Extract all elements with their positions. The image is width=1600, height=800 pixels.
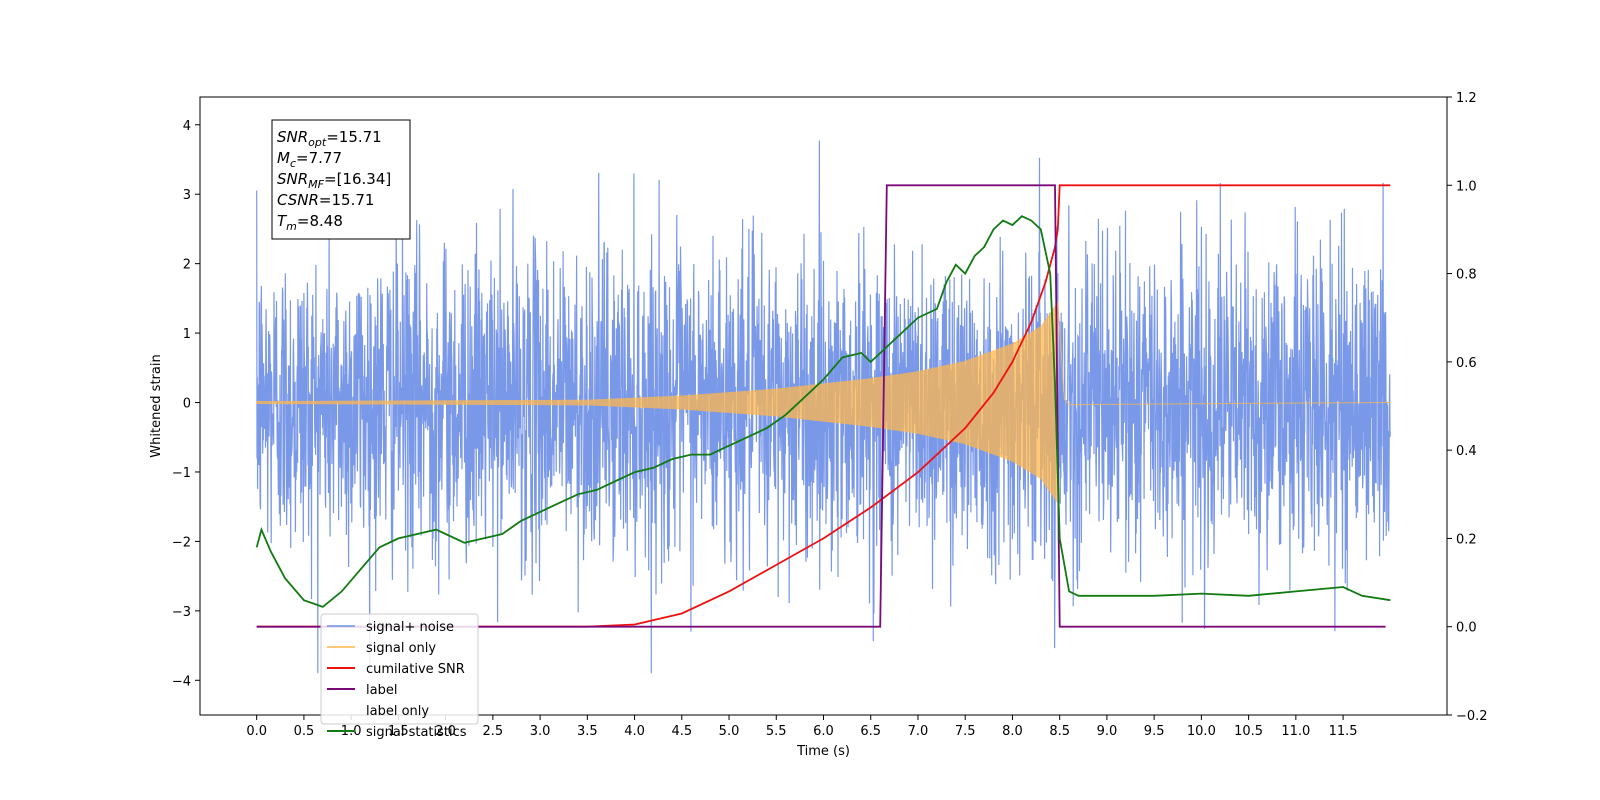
plot-lines	[255, 140, 1391, 674]
y-tick-label-left: 2	[183, 258, 191, 273]
x-tick-label: 11.0	[1281, 724, 1310, 739]
x-tick-label: 11.5	[1329, 724, 1358, 739]
series-label-line	[256, 184, 1386, 628]
x-tick-label: 3.0	[530, 724, 551, 739]
x-tick-label: 0.5	[294, 724, 315, 739]
legend-label: signal+ noise	[366, 620, 454, 635]
y-tick-label-right: 0.4	[1456, 444, 1477, 459]
x-tick-label: 8.5	[1049, 724, 1070, 739]
y-tick-label-left: 3	[183, 188, 191, 203]
x-tick-label: 6.5	[860, 724, 881, 739]
x-tick-label: 6.0	[813, 724, 834, 739]
x-tick-label: 4.0	[624, 724, 645, 739]
y-tick-label-right: 0.2	[1456, 532, 1477, 547]
x-tick-label: 7.0	[908, 724, 929, 739]
series-signal-only-line	[256, 301, 1391, 503]
y-tick-label-right: 0.8	[1456, 268, 1477, 283]
annotation-line: SNRopt=15.71	[277, 128, 382, 149]
y-tick-label-left: −4	[172, 674, 191, 689]
x-tick-label: 10.5	[1234, 724, 1263, 739]
annotation-line: Mc=7.77	[277, 149, 342, 170]
y-tick-label-left: 0	[183, 397, 191, 412]
legend-label: label	[366, 683, 397, 698]
x-tick-label: 5.5	[766, 724, 787, 739]
x-tick-label: 10.0	[1187, 724, 1216, 739]
x-tick-label: 7.5	[955, 724, 976, 739]
y-tick-label-left: −3	[172, 605, 191, 620]
y-tick-label-right: 1.0	[1456, 179, 1477, 194]
legend-label: cumilative SNR	[366, 662, 465, 677]
y-tick-label-right: −0.2	[1456, 709, 1488, 724]
y-tick-label-left: 4	[183, 119, 191, 134]
x-tick-label: 5.0	[719, 724, 740, 739]
legend-label: signal only	[366, 641, 436, 656]
series-signal-noise-line	[256, 140, 1391, 674]
x-tick-label: 3.5	[577, 724, 598, 739]
x-tick-label: 4.5	[671, 724, 692, 739]
annotation-line: Tm=8.48	[277, 212, 343, 233]
legend-label: signal statistics	[366, 725, 467, 740]
annotation-box: SNRopt=15.71Mc=7.77SNRMF=[16.34]CSNR=15.…	[271, 119, 411, 240]
y-tick-label-left: −2	[172, 535, 191, 550]
y-tick-label-right: 0.6	[1456, 356, 1477, 371]
y-axis-label: Whitened strain	[149, 354, 164, 457]
series-signal-statistics-line	[255, 215, 1391, 608]
y-tick-label-right: 1.2	[1456, 91, 1477, 106]
x-tick-label: 8.0	[1002, 724, 1023, 739]
x-axis-label: Time (s)	[796, 744, 850, 759]
y-tick-label-left: 1	[183, 327, 191, 342]
x-tick-label: 2.5	[483, 724, 504, 739]
y-tick-label-right: 0.0	[1456, 621, 1477, 636]
legend-label: label only	[366, 704, 429, 719]
annotation-line: SNRMF=[16.34]	[277, 170, 391, 191]
x-tick-label: 9.0	[1097, 724, 1118, 739]
legend: signal+ noise signal only cumilative SNR la…	[320, 613, 479, 740]
x-tick-label: 9.5	[1144, 724, 1165, 739]
x-tick-label: 1.5	[388, 724, 409, 739]
y-tick-label-left: −1	[172, 466, 191, 481]
x-tick-label: 2.0	[435, 724, 456, 739]
annotation-line: CSNR=15.71	[277, 191, 374, 209]
x-tick-label: 0.0	[246, 724, 267, 739]
